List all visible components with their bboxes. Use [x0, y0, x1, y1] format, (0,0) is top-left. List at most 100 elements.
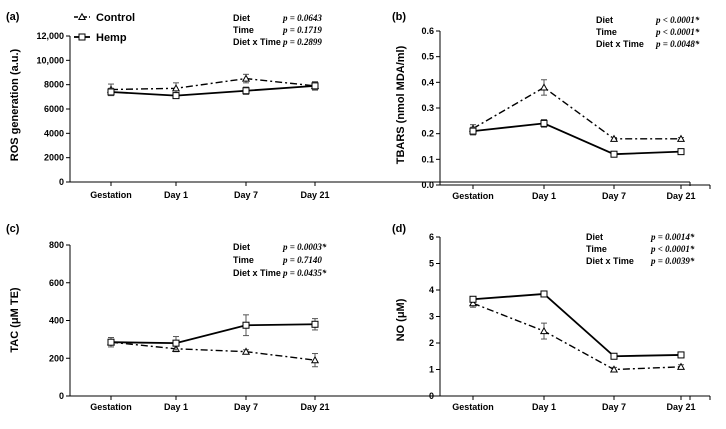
panel-2-control-line [472, 86, 681, 140]
panel-1-y-axis-label: ROS generation (a.u.) [9, 48, 21, 161]
panel-2-control-point [539, 83, 549, 91]
panel-3-letter: (c) [6, 223, 20, 235]
panel-4-stat-value: p < 0.0001* [650, 244, 695, 254]
panel-1-y-tick-label: 6000 [44, 104, 64, 114]
panel-2-hemp-point [540, 119, 548, 127]
panel-2-hemp-line [472, 122, 682, 156]
panel-1-hemp-point [172, 92, 180, 100]
panel-4-control-point [676, 362, 686, 370]
panel-3-control-point [241, 347, 251, 355]
panel-1-x-tick-label: Gestation [90, 190, 132, 200]
panel-3-y-tick-label: 400 [49, 316, 64, 326]
panel-3-stat-value: p = 0.0435* [282, 268, 327, 278]
panel-1-y-tick-label: 4000 [44, 128, 64, 138]
panel-2-y-axis-label: TBARS (nmol MDA/ml) [395, 45, 407, 164]
panel-1-stat-value: p = 0.2899 [282, 37, 322, 47]
panel-2-stat-value: p < 0.0001* [655, 27, 700, 37]
panel-1-control-line [110, 77, 316, 91]
panel-4-stat-name: Time [586, 244, 607, 254]
panel-1-y-tick-label: 0 [59, 177, 64, 187]
panel-1-hemp-line [110, 84, 316, 97]
panel-4-stat-name: Diet [586, 232, 603, 242]
panel-1-y-tick-label: 10,000 [36, 55, 64, 65]
panel-4-hemp-point [469, 295, 477, 303]
panel-1-x-tick-label: Day 21 [300, 190, 329, 200]
legend-control-label: Control [96, 12, 135, 24]
panel-1-x-tick-label: Day 7 [234, 190, 258, 200]
panel-3-y-tick-label: 600 [49, 278, 64, 288]
panel-2-control-point [609, 134, 619, 142]
panel-3-hemp-point [107, 338, 115, 346]
panel-2-y-tick-label: 0.2 [421, 129, 434, 139]
panel-2-hemp-point [469, 127, 477, 135]
legend-hemp-marker [78, 33, 86, 41]
panel-4-stat-value: p = 0.0039* [650, 256, 695, 266]
panel-3-x-tick-label: Day 1 [164, 402, 188, 412]
panel-4-y-tick-label: 5 [429, 259, 434, 269]
panel-2-x-tick-label: Day 1 [532, 191, 556, 201]
panel-4-x-tick-label: Gestation [452, 402, 494, 412]
panel-3-stat-name: Diet x Time [233, 268, 281, 278]
panel-1-stat-name: Time [233, 25, 254, 35]
panel-3-x-tick-label: Gestation [90, 402, 132, 412]
panel-1-control-point [171, 84, 181, 92]
panel-2-x-tick-label: Day 21 [666, 191, 695, 201]
panel-3-control-line [110, 341, 316, 361]
panel-3-hemp-point [242, 321, 250, 329]
panel-2-stat-name: Time [596, 27, 617, 37]
panel-2-stat-name: Diet x Time [596, 39, 644, 49]
legend-hemp-label: Hemp [96, 32, 127, 44]
panel-2-stat-name: Diet [596, 15, 613, 25]
panel-4-y-tick-label: 1 [429, 365, 434, 375]
panel-2-y-tick-label: 0.1 [421, 154, 434, 164]
panel-3-stat-name: Time [233, 255, 254, 265]
panel-4-hemp-point [677, 351, 685, 359]
panel-2-control-point [676, 134, 686, 142]
panel-1-hemp-point [107, 88, 115, 96]
panel-3-hemp-line [110, 323, 316, 345]
panel-4-x-tick-label: Day 21 [666, 402, 695, 412]
panel-1-x-tick-label: Day 1 [164, 190, 188, 200]
panel-3-y-axis-label: TAC (μM TE) [9, 287, 21, 353]
panel-3-y-tick-label: 0 [59, 391, 64, 401]
panel-2-x-tick-label: Gestation [452, 191, 494, 201]
panel-4-y-axis-label: NO (μM) [395, 298, 407, 341]
panel-4-stat-name: Diet x Time [586, 256, 634, 266]
panel-2-letter: (b) [392, 11, 406, 23]
panel-2-stat-value: p < 0.0001* [655, 15, 700, 25]
panel-4-hemp-point [540, 290, 548, 298]
panel-3-stat-value: p = 0.7140 [282, 255, 322, 265]
panel-3-control-point [310, 355, 320, 364]
panel-3-y-tick-label: 800 [49, 240, 64, 250]
panel-3-hemp-point [311, 320, 319, 328]
panel-1-stat-value: p = 0.1719 [282, 25, 322, 35]
panel-4-y-tick-label: 0 [429, 391, 434, 401]
panel-4-y-tick-label: 2 [429, 338, 434, 348]
panel-4-hemp-point [610, 352, 618, 360]
panel-2-y-tick-label: 0.0 [421, 180, 434, 190]
panel-2-y-tick-label: 0.3 [421, 103, 434, 113]
panel-4-x-tick-label: Day 1 [532, 402, 556, 412]
panel-1-control-point [241, 74, 251, 82]
panel-3-hemp-point [172, 339, 180, 347]
panel-2-y-tick-label: 0.5 [421, 52, 434, 62]
panel-1-y-tick-label: 8000 [44, 80, 64, 90]
panel-1-hemp-point [242, 87, 250, 95]
panel-4-control-point [539, 326, 549, 335]
panel-4-y-tick-label: 4 [429, 285, 434, 295]
panel-4-control-line [472, 302, 682, 371]
panel-2-x-tick-label: Day 7 [602, 191, 626, 201]
panel-1-stat-value: p = 0.0643 [282, 13, 322, 23]
panel-2-y-tick-label: 0.4 [421, 77, 434, 87]
panel-2-hemp-point [610, 150, 618, 158]
panel-3-x-tick-label: Day 7 [234, 402, 258, 412]
panel-4-letter: (d) [392, 223, 406, 235]
legend-control-marker [77, 12, 87, 21]
panel-1-hemp-point [311, 82, 319, 90]
panel-2-stat-value: p = 0.0048* [655, 39, 700, 49]
panel-1-letter: (a) [6, 11, 20, 23]
panel-4-control-point [468, 299, 478, 307]
panel-3-y-tick-label: 200 [49, 353, 64, 363]
